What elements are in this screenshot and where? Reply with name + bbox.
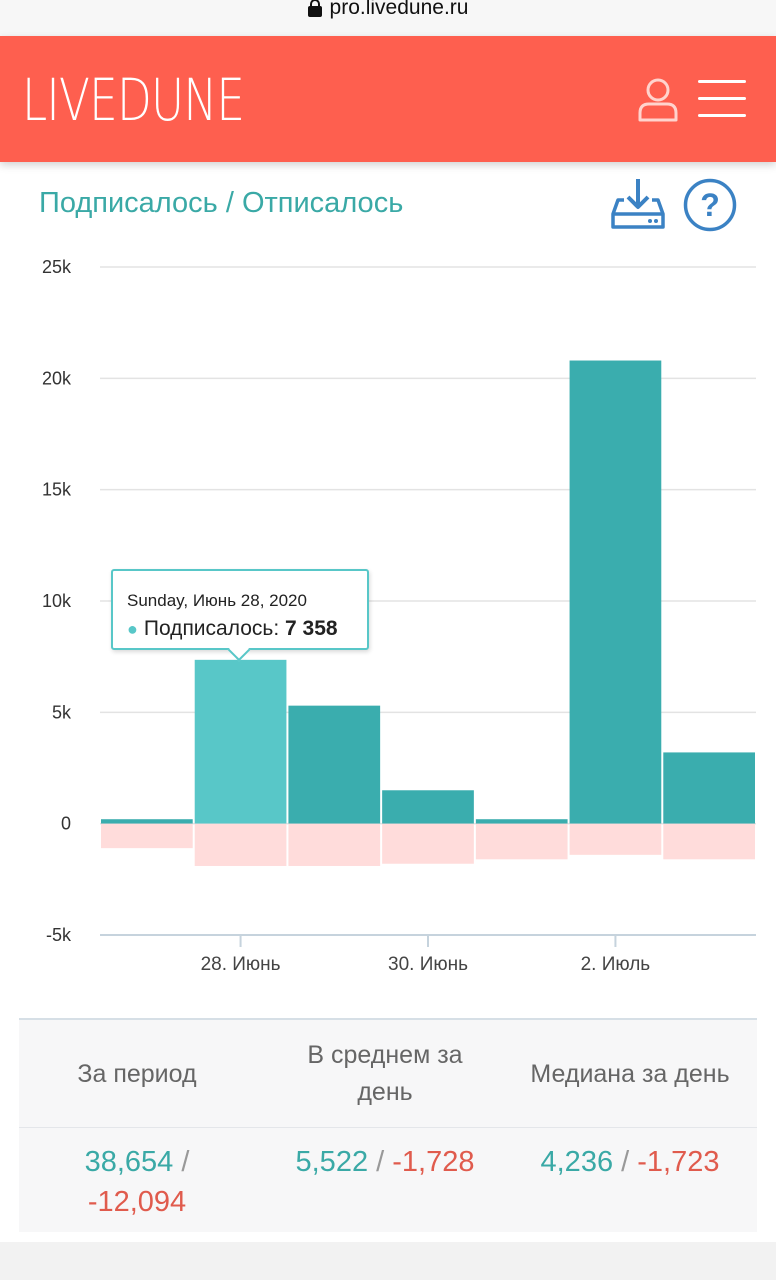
stats-period-label: За период [77, 1059, 197, 1088]
y-tick-label: 5k [52, 702, 72, 722]
unsubscribed-bar[interactable] [663, 823, 755, 860]
tooltip-series-dot-icon: ● [127, 619, 138, 639]
user-icon[interactable] [636, 76, 680, 124]
tooltip-value: 7 358 [285, 617, 338, 640]
unsubscribed-bar[interactable] [101, 823, 193, 849]
y-tick-label: 25k [42, 257, 72, 277]
hamburger-menu-icon[interactable] [698, 80, 746, 118]
subscribers-bar-chart: 25k 20k 15k 10k 5k 0 -5k 28. Июнь 30. Июнь 2. Ию… [42, 257, 756, 975]
app-header: LIVEDUNE [0, 36, 776, 162]
tooltip-value-line: ● Подписалось: 7 358 [127, 617, 338, 641]
browser-url-bar[interactable]: pro.livedune.ru [0, 0, 776, 36]
subscribed-bar[interactable] [475, 819, 568, 824]
url-text[interactable]: pro.livedune.ru [329, 0, 469, 19]
x-tick-label: 28. Июнь [201, 954, 281, 975]
stats-summary: За период В среднем за день Медиана за д… [19, 1018, 757, 1232]
stats-divider [19, 1127, 757, 1128]
stats-median-value: 4,236 / -1,723 [515, 1142, 745, 1182]
tooltip-date: Sunday, Июнь 28, 2020 [127, 591, 307, 610]
y-tick-label: 10k [42, 591, 72, 611]
download-icon[interactable] [610, 176, 666, 232]
lock-icon [307, 0, 322, 17]
subscribed-bar[interactable] [288, 705, 381, 824]
unsubscribed-bar[interactable] [569, 823, 662, 855]
unsubscribed-bar[interactable] [382, 823, 474, 864]
y-tick-label: 0 [61, 814, 71, 834]
stats-average-subscribed: 5,522 [295, 1146, 369, 1178]
stats-average-label: В среднем за день [307, 1041, 463, 1106]
widget-title: Подписалось / Отписалось [39, 187, 404, 219]
subscribed-bar[interactable] [569, 360, 662, 824]
stats-median-unsubscribed: -1,723 [637, 1146, 720, 1178]
y-tick-label: -5k [46, 925, 72, 945]
livedune-logo[interactable]: LIVEDUNE [22, 66, 245, 134]
unsubscribed-bar[interactable] [288, 823, 381, 866]
x-tick-label: 30. Июнь [388, 954, 468, 975]
stats-average-unsubscribed: -1,728 [392, 1146, 475, 1178]
stats-period-value: 38,654 / -12,094 [19, 1142, 255, 1222]
stats-average-value: 5,522 / -1,728 [267, 1142, 503, 1182]
unsubscribed-bar[interactable] [194, 823, 287, 866]
y-tick-label: 15k [42, 480, 72, 500]
page-bottom-area [0, 1242, 776, 1280]
subscribed-bar[interactable] [663, 752, 755, 824]
subscribed-bar[interactable] [101, 819, 193, 824]
y-tick-label: 20k [42, 368, 72, 388]
stats-separator: / [181, 1146, 190, 1178]
stats-median-label: Медиана за день [530, 1059, 730, 1088]
help-icon[interactable]: ? [683, 178, 737, 232]
stats-separator: / [621, 1146, 630, 1178]
x-tick-label: 2. Июль [581, 954, 651, 975]
stats-period-subscribed: 38,654 [84, 1146, 174, 1178]
unsubscribed-bar[interactable] [475, 823, 568, 860]
chart-tooltip: Sunday, Июнь 28, 2020 ● Подписалось: 7 35… [111, 569, 369, 662]
stats-median-subscribed: 4,236 [540, 1146, 614, 1178]
subscribed-bar[interactable] [382, 790, 474, 824]
svg-text:?: ? [700, 187, 720, 223]
tooltip-series-label: Подписалось: [143, 617, 280, 640]
stats-period-unsubscribed: -12,094 [87, 1186, 187, 1218]
stats-separator: / [376, 1146, 385, 1178]
subscribed-bar[interactable] [194, 659, 287, 824]
